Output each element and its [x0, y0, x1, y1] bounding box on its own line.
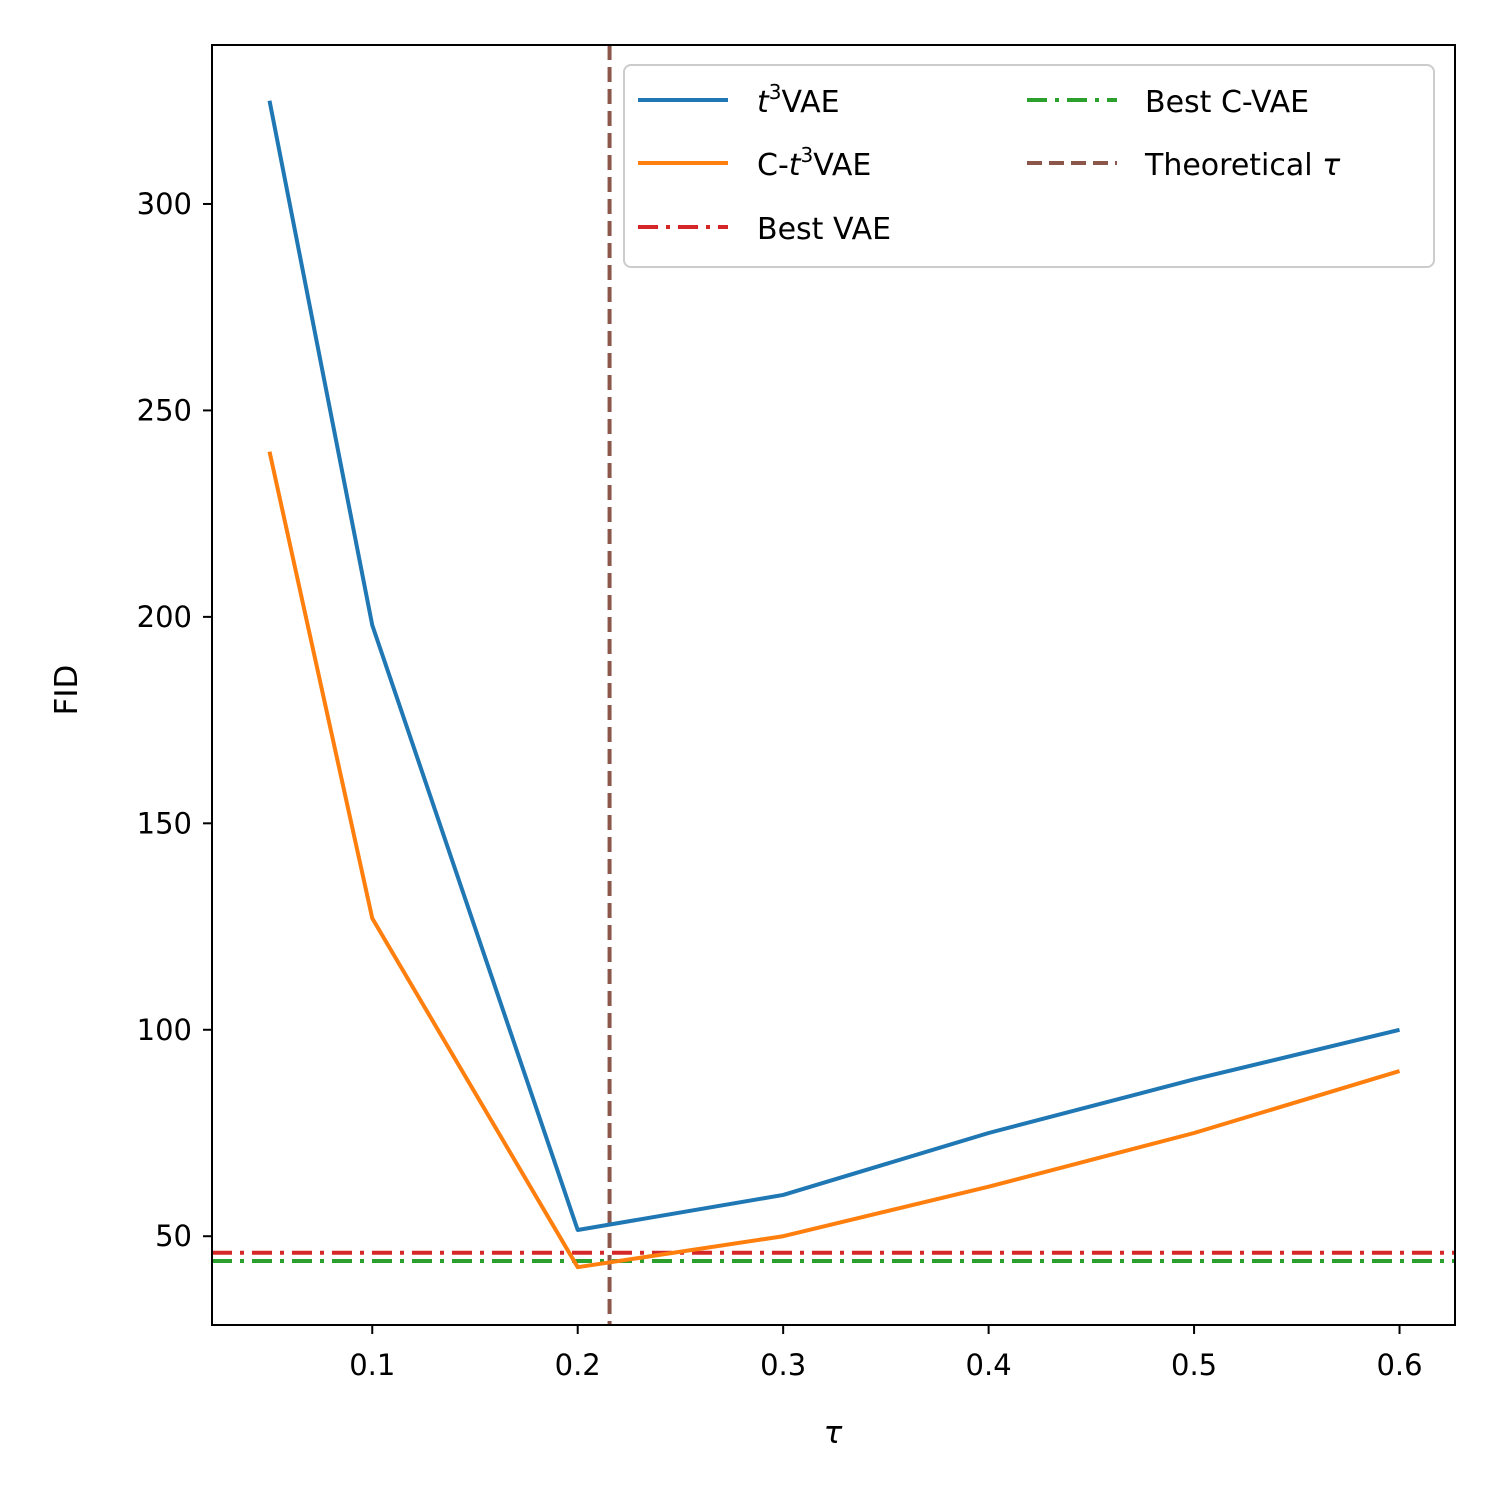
- legend-box: [623, 64, 1435, 268]
- y-tick-label: 50: [155, 1219, 192, 1253]
- series-lines: [267, 100, 1401, 1270]
- y-tick-label: 200: [137, 600, 192, 634]
- reference-lines: [212, 45, 1455, 1325]
- legend-label-best-c-vae: Best C-VAE: [1145, 85, 1309, 120]
- legend-label-t3vae: t3VAE: [757, 80, 840, 120]
- x-tick-label: 0.5: [1171, 1348, 1217, 1382]
- series-line-t3vae: [267, 100, 1400, 1233]
- legend: t3VAE C-t3VAE Best VAE Best C-VAE Theore…: [623, 64, 1435, 268]
- legend-label-theoretical-tau: Theoretical τ: [1144, 148, 1341, 183]
- x-tick-label: 0.4: [966, 1348, 1012, 1382]
- y-tick-label: 150: [137, 806, 192, 840]
- axes-frame: [211, 44, 1456, 1326]
- legend-label-c-t3vae: C-t3VAE: [757, 143, 871, 183]
- x-tick-label: 0.3: [760, 1348, 806, 1382]
- x-tick-label: 0.6: [1376, 1348, 1422, 1382]
- x-tick-label: 0.1: [349, 1348, 395, 1382]
- x-tick-label: 0.2: [555, 1348, 601, 1382]
- y-tick-label: 100: [137, 1013, 192, 1047]
- y-axis: 50 100 150 200 250 300: [137, 187, 212, 1253]
- x-axis-label: τ: [824, 1415, 843, 1451]
- y-axis-label: FID: [49, 665, 85, 716]
- series-line-c-t3vae: [267, 451, 1401, 1270]
- x-axis: 0.1 0.2 0.3 0.4 0.5 0.6: [349, 1325, 1423, 1382]
- y-tick-label: 250: [137, 393, 192, 427]
- legend-label-best-vae: Best VAE: [757, 212, 891, 247]
- y-tick-label: 300: [137, 187, 192, 221]
